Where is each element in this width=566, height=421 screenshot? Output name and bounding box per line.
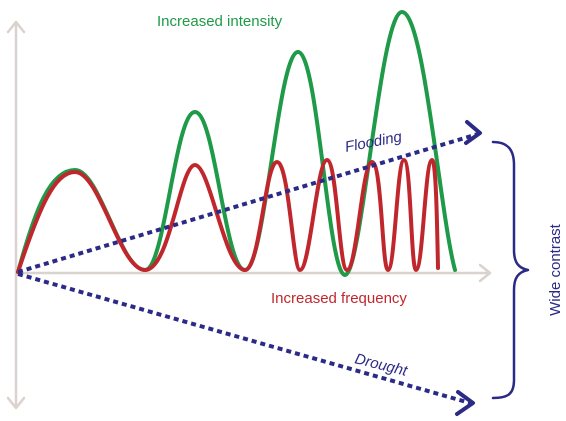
horizontal-axis-arrowhead [478,263,492,283]
drought-arrow [17,272,475,416]
frequency-wave-line [16,158,440,274]
wide-contrast-label: Wide contrast [547,223,564,316]
flooding-arrowhead [464,120,482,145]
vertical-axis-top-arrowhead [6,20,26,34]
increased-intensity-label: Increased intensity [157,13,283,30]
axes [6,20,492,410]
drought-arrowhead [455,390,475,416]
increased-frequency-label: Increased frequency [271,290,407,307]
drought-label: Drought [353,350,410,380]
flooding-arrow [17,120,482,274]
vertical-axis-bottom-arrowhead [6,396,26,410]
flooding-arrow-line [17,132,479,274]
wide-contrast-brace [491,140,530,400]
drought-arrow-line [17,272,471,405]
